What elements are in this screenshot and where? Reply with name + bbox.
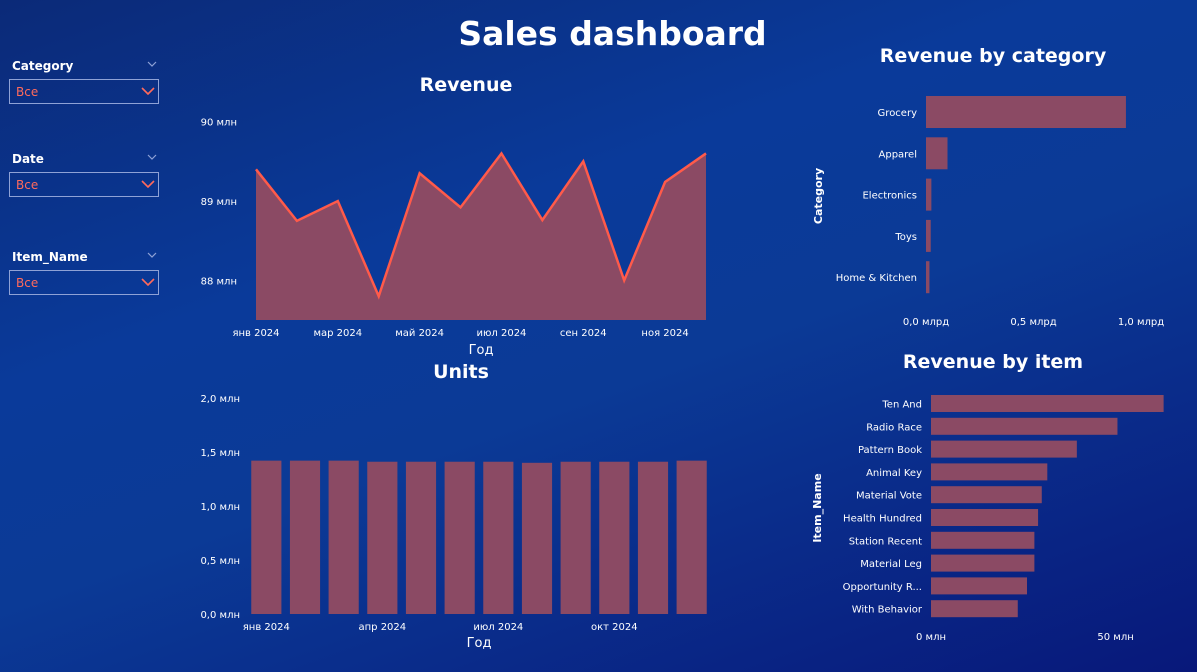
item-name-dropdown[interactable]: Все [9,270,159,295]
y-axis-label: Category [812,168,825,224]
item-bar [931,486,1042,504]
units-bar [251,460,282,614]
x-tick-label: июл 2024 [476,328,526,339]
filter-date: Date Все [9,152,159,197]
category-label: Grocery [878,108,918,119]
item-label: With Behavior [852,605,923,616]
filter-label: Date [12,152,44,166]
units-bar [328,460,359,614]
filter-item-name: Item_Name Все [9,250,159,295]
x-tick-label: янв 2024 [243,622,290,633]
x-tick-label: июл 2024 [473,622,523,633]
item-chart-title: Revenue by item [902,351,1084,373]
x-tick-label: апр 2024 [359,622,407,633]
item-bar [931,600,1018,618]
filter-label: Category [12,59,74,73]
x-axis-label: Год [469,343,494,358]
category-bar [926,178,932,211]
category-bar [926,137,948,170]
category-bar [926,96,1126,128]
item-bar [931,509,1039,526]
item-bar [931,577,1027,595]
item-label: Ten And [881,400,922,411]
units-bar [444,461,475,614]
filter-category: Category Все [9,59,159,104]
units-bar [405,461,437,614]
y-tick-label: 89 млн [201,197,237,208]
x-tick-label: сен 2024 [560,328,607,339]
units-bar [676,460,707,614]
y-tick-label: 0,5 млн [200,556,240,567]
item-label: Material Vote [856,491,922,502]
x-tick-label: май 2024 [395,328,444,339]
filter-label: Item_Name [12,250,88,264]
revenue-area [256,153,706,320]
x-tick-label: ноя 2024 [641,328,688,339]
chevron-down-icon[interactable] [147,152,157,162]
y-tick-label: 88 млн [201,276,237,287]
item-bar [931,531,1035,549]
revenue-line [255,151,707,300]
item-label: Pattern Book [858,445,922,456]
x-tick-label: 50 млн [1097,632,1133,643]
page-title: Sales dashboard [458,14,767,53]
chevron-down-icon [141,278,155,287]
category-bar [926,261,930,294]
x-tick-label: 0 млн [916,632,946,643]
y-tick-label: 1,0 млн [200,502,240,513]
item-label: Opportunity R... [843,582,922,593]
y-tick-label: 90 млн [201,118,237,129]
category-label: Home & Kitchen [836,273,917,284]
y-axis-label: Item_Name [811,473,824,542]
units-bar [560,461,591,614]
item-bar [931,440,1077,458]
category-label: Electronics [862,191,917,202]
units-bar [483,461,514,614]
category-bar [926,219,931,252]
y-tick-label: 2,0 млн [200,394,240,405]
chevron-down-icon[interactable] [147,250,157,260]
chevron-down-icon [141,87,155,96]
y-tick-label: 0,0 млн [200,610,240,621]
units-bar [599,461,630,614]
x-tick-label: янв 2024 [232,328,279,339]
item-label: Material Leg [860,559,922,570]
x-tick-label: 1,0 млрд [1118,317,1164,328]
x-tick-label: 0,0 млрд [903,317,949,328]
units-bar [289,460,321,614]
date-dropdown[interactable]: Все [9,172,159,197]
units-chart-title: Units [433,361,489,383]
chevron-down-icon [141,180,155,189]
item-bar [931,417,1118,435]
item-label: Station Recent [849,536,922,547]
units-bar [637,461,669,614]
category-chart-title: Revenue by category [879,45,1107,67]
x-tick-label: окт 2024 [591,622,638,633]
item-bar [931,395,1164,412]
units-bar [521,462,553,614]
dropdown-value: Все [16,178,39,192]
item-label: Health Hundred [843,514,922,525]
category-dropdown[interactable]: Все [9,79,159,104]
category-label: Apparel [879,149,918,160]
revenue-chart-title: Revenue [419,74,513,96]
dropdown-value: Все [16,276,39,290]
item-bar [931,463,1048,481]
dropdown-value: Все [16,85,39,99]
item-bar [931,554,1035,572]
x-axis-label: Год [467,636,492,651]
x-tick-label: 0,5 млрд [1010,317,1056,328]
item-label: Radio Race [866,422,922,433]
units-bar [367,461,398,614]
chevron-down-icon[interactable] [147,59,157,69]
category-label: Toys [894,232,917,243]
item-label: Animal Key [866,468,922,479]
y-tick-label: 1,5 млн [200,448,240,459]
x-tick-label: мар 2024 [313,328,362,339]
